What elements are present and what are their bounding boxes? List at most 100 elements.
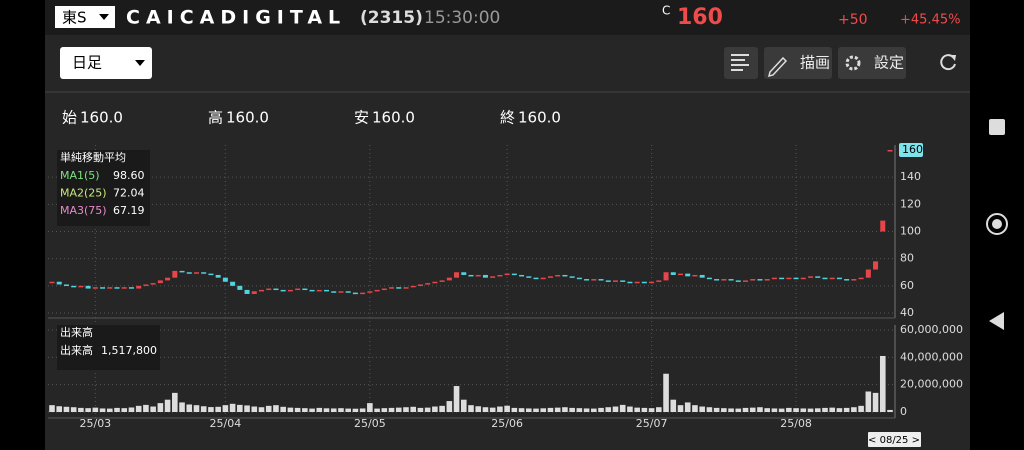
volume-bar <box>663 373 669 412</box>
candle <box>273 288 279 291</box>
candle <box>114 287 120 289</box>
volume-bar <box>417 407 424 412</box>
candle <box>605 280 611 282</box>
candle <box>150 283 156 285</box>
volume-bar <box>302 408 308 412</box>
legend-name: MA3(75) <box>60 204 107 217</box>
volume-bar <box>49 405 55 412</box>
volume-bar <box>287 407 294 412</box>
volume-bar <box>374 408 380 412</box>
y-tick-label: 100 <box>900 225 921 238</box>
volume-bar <box>309 408 315 412</box>
market-select[interactable] <box>55 6 115 28</box>
candle <box>511 273 517 276</box>
y-tick-label: 20,000,000 <box>900 378 963 391</box>
legend-name: MA1(5) <box>60 169 100 182</box>
volume-bar <box>273 405 279 412</box>
candle <box>562 274 568 277</box>
nav-home[interactable] <box>986 213 1008 235</box>
y-tick-label: 40 <box>900 306 914 319</box>
volume-bar <box>251 406 258 412</box>
volume-bar <box>851 407 857 412</box>
volume-bar <box>879 355 886 412</box>
refresh-icon[interactable] <box>940 54 956 71</box>
candle <box>822 277 828 280</box>
candle <box>584 279 590 281</box>
period-select[interactable] <box>60 47 152 79</box>
settings-button[interactable] <box>838 47 906 79</box>
nav-back[interactable] <box>989 312 1004 330</box>
volume-bar <box>193 405 200 412</box>
volume-bar <box>92 407 99 412</box>
candle <box>417 284 423 286</box>
candle <box>208 273 214 276</box>
volume-bar <box>757 407 763 412</box>
ohlc-label: 終 <box>500 109 515 127</box>
candle <box>49 281 55 284</box>
candle <box>215 274 221 278</box>
candle <box>201 272 207 274</box>
candle <box>244 289 250 294</box>
change-pct: +45.45% <box>900 13 960 28</box>
volume-bar <box>619 404 626 412</box>
candle <box>78 285 84 288</box>
list-button[interactable] <box>724 47 758 79</box>
candle <box>251 291 257 294</box>
volume-bar <box>99 408 106 412</box>
legend-title: 出来高 <box>60 325 93 339</box>
volume-bar <box>786 407 792 412</box>
gear-icon <box>845 55 861 71</box>
candle <box>865 269 871 278</box>
candle <box>808 276 814 278</box>
pencil-icon <box>767 56 788 78</box>
candle <box>331 291 337 293</box>
cursor-label: < 08/25 > <box>868 435 920 446</box>
candle <box>360 292 366 295</box>
candle <box>63 284 69 286</box>
candle <box>71 285 77 288</box>
candle <box>389 287 395 289</box>
candle <box>490 276 496 278</box>
volume-bar <box>807 408 814 412</box>
candle <box>836 277 842 280</box>
candle <box>186 272 192 274</box>
x-tick-label: 25/05 <box>354 417 386 430</box>
candle <box>576 277 582 280</box>
candle <box>222 277 228 282</box>
last-price-label: 160 <box>902 143 923 156</box>
candle <box>454 272 460 278</box>
y-tick-label: 120 <box>900 197 921 210</box>
volume-bar <box>63 406 70 412</box>
volume-bar <box>627 406 633 412</box>
ohlc-value: 160.0 <box>80 109 123 127</box>
candle <box>699 274 705 278</box>
legend-box <box>57 150 150 226</box>
volume-bar <box>677 405 684 412</box>
nav-recent[interactable] <box>989 119 1005 135</box>
candle <box>468 274 474 277</box>
volume-bar <box>330 408 337 412</box>
draw-label: 描画 <box>800 54 830 72</box>
candle <box>287 289 293 292</box>
candle <box>121 287 127 289</box>
volume-bar <box>583 408 590 412</box>
volume-bar <box>215 406 221 412</box>
draw-button[interactable] <box>764 47 832 79</box>
time: 15:30:00 <box>424 8 500 28</box>
volume-bar <box>749 407 756 412</box>
candle <box>172 270 178 278</box>
ohlc-value: 160.0 <box>372 109 415 127</box>
candle <box>858 277 864 280</box>
candle <box>107 287 113 289</box>
candle <box>844 279 850 281</box>
volume-bar <box>106 408 113 412</box>
volume-bar <box>468 405 474 412</box>
legend-name: 出来高 <box>60 343 93 357</box>
candle <box>403 287 409 289</box>
x-tick-label: 25/07 <box>636 417 668 430</box>
volume-bar <box>179 402 185 412</box>
volume-bar <box>576 408 583 412</box>
candle <box>735 280 741 282</box>
candle <box>880 220 886 232</box>
y-tick-label: 60 <box>900 279 914 292</box>
